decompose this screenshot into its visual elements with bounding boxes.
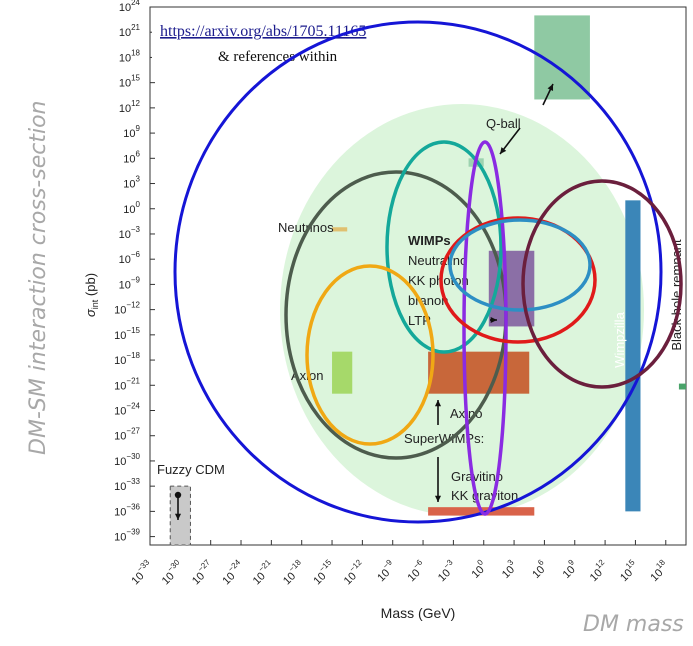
region-label-12: KK graviton bbox=[451, 488, 518, 503]
region-label-0: Fuzzy CDM bbox=[157, 462, 225, 477]
background-region bbox=[280, 104, 644, 516]
y-tick-label: 10−6 bbox=[119, 250, 141, 266]
x-tick-label: 1015 bbox=[615, 557, 642, 584]
overlay-ellipse-4 bbox=[462, 140, 508, 516]
region-label-11: Gravitino bbox=[451, 469, 503, 484]
x-tick-label: 10−33 bbox=[127, 557, 157, 587]
y-tick-label: 10−27 bbox=[114, 427, 140, 443]
overlay-ellipse-5 bbox=[439, 216, 597, 344]
y-tick-label: 10−24 bbox=[114, 402, 140, 418]
x-tick-label: 10−30 bbox=[157, 557, 187, 587]
x-tick-label: 100 bbox=[467, 557, 491, 581]
y-axis-title: σint (pb) bbox=[83, 273, 100, 317]
y-tick-label: 1015 bbox=[119, 74, 141, 90]
y-tick-label: 10−33 bbox=[114, 477, 140, 493]
y-tick-label: 10−12 bbox=[114, 301, 140, 317]
axino-arrow-head bbox=[434, 400, 442, 407]
x-tick-label: 106 bbox=[527, 557, 551, 581]
overlay-ellipse-3 bbox=[305, 264, 435, 446]
x-axis-title: Mass (GeV) bbox=[381, 605, 456, 621]
region-label-3: Q-ball bbox=[486, 116, 521, 131]
overlay-ellipse-6 bbox=[448, 218, 592, 312]
region-label-5: Neutralino bbox=[408, 253, 467, 268]
region-label-2: Neutrinos bbox=[278, 220, 334, 235]
region-0 bbox=[169, 485, 191, 546]
overlay-ellipse-2 bbox=[385, 140, 503, 354]
y-tick-label: 109 bbox=[123, 124, 140, 140]
x-tick-label: 10−24 bbox=[218, 557, 248, 587]
y-tick-label: 10−21 bbox=[114, 376, 140, 392]
qball-arrow-head bbox=[500, 147, 507, 154]
y-tick-label: 10−39 bbox=[114, 528, 140, 544]
y-tick-label: 1021 bbox=[119, 23, 141, 39]
region-8 bbox=[625, 200, 641, 512]
y-tick-label: 10−15 bbox=[114, 326, 140, 342]
arxiv-link: https://arxiv.org/abs/1705.11165 bbox=[160, 23, 366, 40]
region-1 bbox=[332, 351, 353, 394]
region-2 bbox=[332, 227, 348, 232]
y-tick-label: 106 bbox=[123, 149, 140, 165]
region-9 bbox=[678, 383, 686, 390]
overlay-ellipse-0 bbox=[173, 20, 663, 524]
qball-top-arrow-head bbox=[547, 84, 554, 91]
x-tick-label: 10−3 bbox=[433, 557, 460, 584]
region-label-10: SuperWIMPs: bbox=[404, 431, 484, 446]
y-tick-label: 1018 bbox=[119, 48, 141, 64]
y-tick-label: 100 bbox=[123, 200, 140, 216]
y-tick-label: 1012 bbox=[119, 99, 141, 115]
x-tick-label: 10−18 bbox=[278, 557, 308, 587]
outer-y-label: DM-SM interaction cross-section bbox=[26, 100, 51, 455]
y-tick-label: 10−9 bbox=[119, 275, 141, 291]
outer-x-label: DM mass bbox=[583, 612, 684, 637]
x-tick-label: 10−6 bbox=[403, 557, 430, 584]
y-tick-label: 10−36 bbox=[114, 502, 140, 518]
overlay-ellipse-7 bbox=[521, 179, 683, 389]
x-tick-label: 10−15 bbox=[309, 557, 339, 587]
x-tick-label: 1018 bbox=[646, 557, 673, 584]
x-tick-label: 10−9 bbox=[372, 557, 399, 584]
label-wimpzilla: Wimpzilla bbox=[612, 311, 627, 367]
y-tick-label: 1024 bbox=[119, 0, 141, 14]
link-note: & references within bbox=[218, 49, 338, 65]
y-tick-label: 10−3 bbox=[119, 225, 141, 241]
x-tick-label: 109 bbox=[558, 557, 582, 581]
fuzzy-arrow-head bbox=[174, 513, 182, 520]
y-tick-label: 10−30 bbox=[114, 452, 140, 468]
region-label-4: WIMPs bbox=[408, 233, 451, 248]
gravitino-arrow-head bbox=[434, 495, 442, 502]
plot-frame bbox=[149, 6, 687, 546]
wimp-arrow-head bbox=[490, 316, 497, 324]
x-tick-label: 103 bbox=[497, 557, 521, 581]
link-box bbox=[152, 9, 458, 64]
x-tick-label: 10−27 bbox=[187, 557, 217, 587]
region-6 bbox=[428, 351, 530, 394]
x-tick-label: 10−12 bbox=[339, 557, 369, 587]
y-tick-label: 103 bbox=[123, 175, 140, 191]
x-tick-label: 1012 bbox=[585, 557, 612, 584]
region-label-8: LTP bbox=[408, 313, 431, 328]
y-tick-label: 10−18 bbox=[114, 351, 140, 367]
x-tick-label: 10−21 bbox=[248, 557, 278, 587]
